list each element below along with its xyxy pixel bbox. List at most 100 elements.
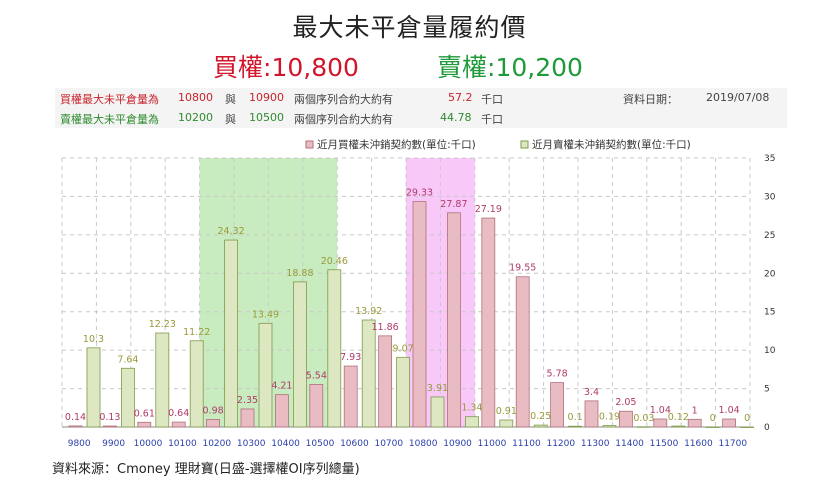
put-value-label: 1.34 <box>461 403 482 414</box>
put-value-label: 9.07 <box>393 343 414 354</box>
put-info-conj: 與 <box>225 113 236 126</box>
call-bar <box>446 212 461 428</box>
put-value-label: 3.91 <box>427 383 448 394</box>
info-panel <box>55 88 787 128</box>
put-bar <box>189 340 204 428</box>
put-bar <box>258 322 273 428</box>
x-tick-label: 10800 <box>409 439 438 449</box>
call-value-label: 11.86 <box>371 322 398 333</box>
put-value-label: 13.49 <box>252 309 279 320</box>
call-bar <box>481 217 496 428</box>
legend-put-label: 近月賣權未沖銷契約數(單位:千口) <box>532 138 691 151</box>
put-bar <box>430 396 445 428</box>
x-tick-label: 11100 <box>512 439 541 449</box>
legend-put-swatch <box>520 140 529 149</box>
put-value-label: 0.19 <box>599 412 620 423</box>
call-bar <box>550 382 564 428</box>
call-bar <box>68 425 83 428</box>
put-info-unit: 千口 <box>481 113 503 126</box>
call-value-label: 5.54 <box>306 370 327 381</box>
put-max-oi-label: 賣權:10,200 <box>437 53 583 82</box>
x-tick-label: 9800 <box>68 439 91 449</box>
x-tick-label: 9900 <box>102 439 125 449</box>
x-tick-label: 11700 <box>718 439 747 449</box>
x-tick-label: 10100 <box>168 439 197 449</box>
call-bar <box>378 335 393 428</box>
call-info-strike-a: 10800 <box>178 91 213 104</box>
put-bar <box>327 269 342 428</box>
call-value-label: 27.19 <box>475 204 502 215</box>
put-bar <box>499 419 514 428</box>
call-value-label: 29.33 <box>406 188 433 199</box>
put-bar <box>568 425 582 428</box>
source-note: 資料來源：Cmoney 理財寶(日盛-選擇權OI序列總量) <box>52 462 360 477</box>
x-tick-label: 11200 <box>546 439 575 449</box>
put-bar <box>464 416 479 428</box>
x-tick-label: 10700 <box>374 439 403 449</box>
put-info-strike-a: 10200 <box>178 111 213 124</box>
put-value-label: 0.12 <box>668 412 689 423</box>
put-bar <box>86 347 101 428</box>
y-tick-label: 15 <box>764 308 775 318</box>
put-value-label: 0.91 <box>496 406 517 417</box>
put-bar <box>155 332 170 428</box>
x-tick-label: 10200 <box>202 439 231 449</box>
date-label: 資料日期： <box>623 93 678 106</box>
call-bar <box>103 425 117 428</box>
x-tick-label: 11600 <box>684 439 713 449</box>
call-info-amount: 57.2 <box>448 91 473 104</box>
call-value-label: 1.04 <box>650 405 671 416</box>
call-info-conj: 與 <box>225 93 236 106</box>
put-strike: 10,200 <box>495 53 583 82</box>
x-tick-label: 10300 <box>237 439 266 449</box>
x-tick-label: 10000 <box>134 439 163 449</box>
y-tick-label: 5 <box>764 385 770 395</box>
call-value-label: 2.05 <box>615 397 636 408</box>
put-bar <box>361 319 376 428</box>
call-bar <box>343 365 358 428</box>
put-label: 賣權 <box>437 53 488 82</box>
call-bar <box>206 419 221 428</box>
call-value-label: 0.64 <box>168 408 189 419</box>
call-max-oi-label: 買權:10,800 <box>213 53 359 82</box>
put-bar <box>705 426 720 428</box>
call-info-unit: 千口 <box>481 93 503 106</box>
x-tick-label: 10900 <box>443 439 472 449</box>
call-bar <box>240 408 255 428</box>
x-tick-label: 11400 <box>615 439 644 449</box>
call-value-label: 0.13 <box>99 412 120 423</box>
legend-call-label: 近月買權未沖銷契約數(單位:千口) <box>317 138 476 151</box>
put-value-label: 24.32 <box>217 226 244 237</box>
x-tick-label: 11500 <box>650 439 679 449</box>
put-value-label: 11.22 <box>183 327 210 338</box>
call-bar <box>309 384 324 428</box>
put-info-desc: 兩個序列合約大約有 <box>294 113 393 126</box>
page-title: 最大未平倉量履約價 <box>292 13 527 42</box>
call-strike: 10,800 <box>271 53 359 82</box>
y-tick-label: 30 <box>764 192 776 202</box>
put-value-label: 13.92 <box>355 306 382 317</box>
call-value-label: 0.98 <box>203 405 224 416</box>
put-value-label: 0.03 <box>633 413 654 424</box>
call-value-label: 1.04 <box>719 405 740 416</box>
x-tick-label: 10600 <box>340 439 369 449</box>
put-value-label: 20.46 <box>321 256 348 267</box>
call-bar <box>619 410 633 428</box>
put-bar <box>121 367 135 428</box>
call-info-prefix: 買權最大未平倉量為 <box>60 93 159 106</box>
put-bar <box>740 426 754 428</box>
put-value-label: 0 <box>710 413 716 424</box>
call-value-label: 19.55 <box>509 263 536 274</box>
call-value-label: 2.35 <box>237 395 258 406</box>
x-tick-label: 10500 <box>306 439 335 449</box>
y-tick-label: 0 <box>764 423 770 433</box>
call-info-desc: 兩個序列合約大約有 <box>294 93 393 106</box>
x-tick-label: 11000 <box>478 439 507 449</box>
call-bar <box>722 418 736 428</box>
put-value-label: 10.3 <box>83 334 104 345</box>
call-label: 買權 <box>213 53 264 82</box>
call-value-label: 5.78 <box>547 369 568 380</box>
x-tick-label: 11300 <box>581 439 610 449</box>
y-tick-label: 25 <box>764 231 775 241</box>
